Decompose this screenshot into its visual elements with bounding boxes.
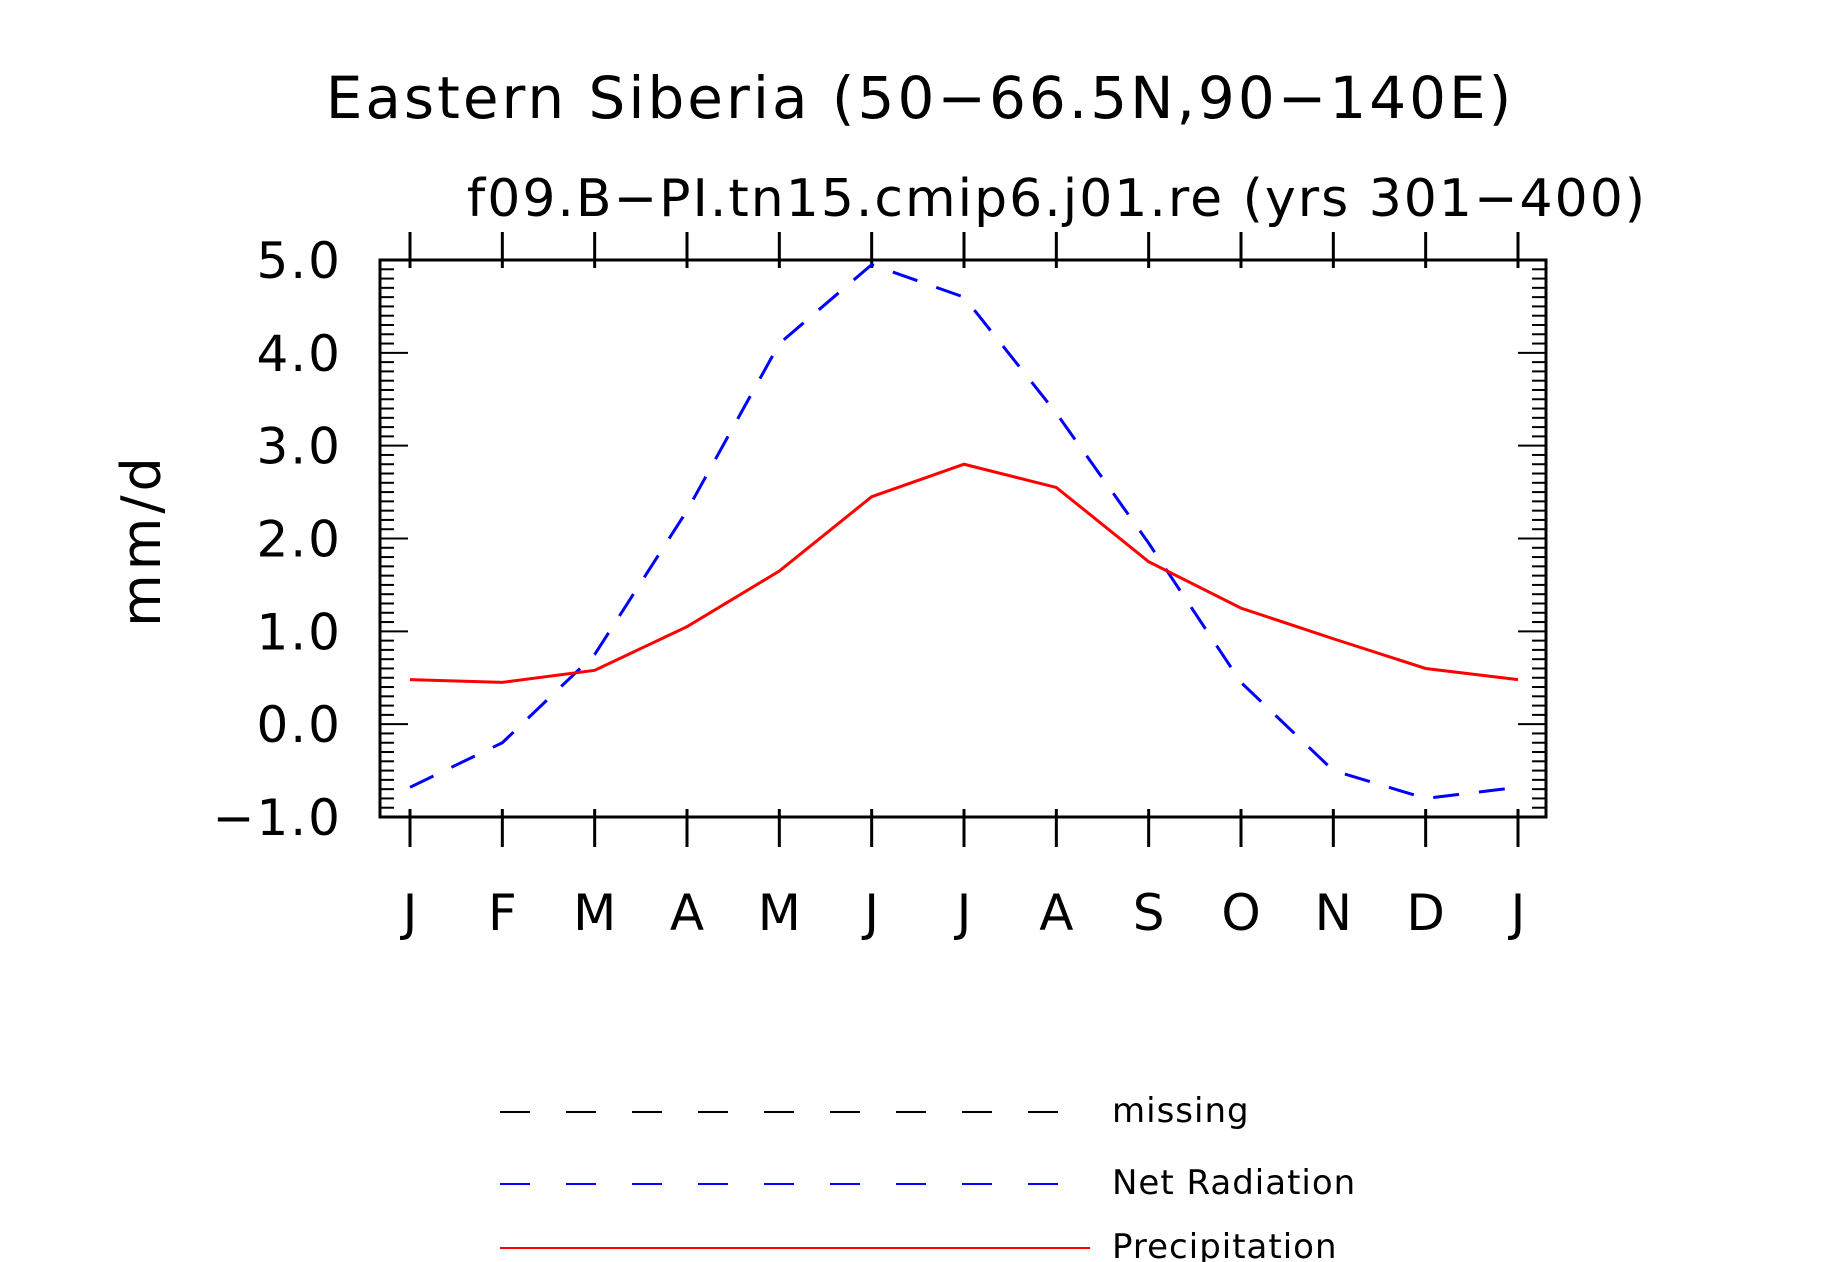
x-tick-label: J	[861, 884, 879, 942]
x-tick-label: M	[573, 884, 616, 942]
x-tick-label: J	[1508, 884, 1526, 942]
y-tick-label: 4.0	[256, 325, 342, 383]
x-tick-label: O	[1221, 884, 1260, 942]
x-tick-label: S	[1133, 884, 1165, 942]
y-tick-label: −1.0	[213, 789, 342, 847]
x-tick-label: N	[1315, 884, 1352, 942]
series-line-net-radiation	[409, 262, 1519, 800]
x-tick-label: J	[954, 884, 972, 942]
legend: missing Net Radiation Precipitation	[500, 1091, 1356, 1262]
x-tick-label: A	[670, 884, 704, 942]
legend-label: Precipitation	[1112, 1227, 1338, 1262]
y-tick-label: 1.0	[256, 603, 342, 661]
x-tick-label: J	[400, 884, 418, 942]
chart-subtitle: f09.B−PI.tn15.cmip6.j01.re (yrs 301−400)	[467, 169, 1647, 229]
y-tick-label: 3.0	[256, 418, 342, 476]
x-tick-label: A	[1039, 884, 1073, 942]
y-tick-label: 0.0	[256, 696, 342, 754]
chart-title: Eastern Siberia (50−66.5N,90−140E)	[326, 64, 1515, 132]
x-tick-label: F	[488, 884, 517, 942]
x-tick-label: M	[758, 884, 801, 942]
x-tick-label: D	[1406, 884, 1445, 942]
y-tick-label: 2.0	[256, 511, 342, 569]
legend-label: Net Radiation	[1112, 1163, 1356, 1203]
plot-area: 5.04.03.02.01.00.0−1.0J F M A M J J A S O N D J	[213, 232, 1548, 942]
series-line-precipitation	[409, 462, 1519, 684]
y-axis-label: mm/d	[110, 453, 173, 627]
y-tick-label: 5.0	[256, 232, 342, 290]
plot-frame	[378, 258, 1548, 819]
legend-label: missing	[1112, 1091, 1250, 1131]
